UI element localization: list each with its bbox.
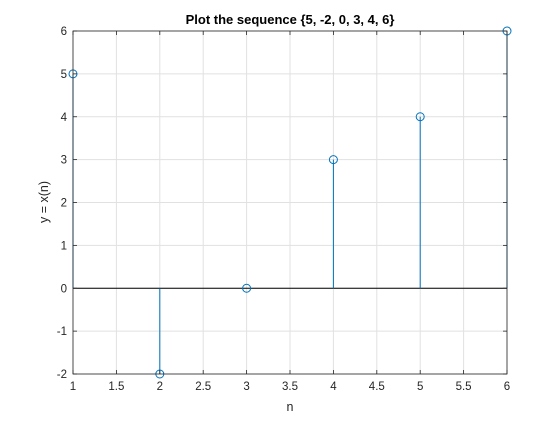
chart-title: Plot the sequence {5, -2, 0, 3, 4, 6} <box>186 12 395 27</box>
y-tick-label-4: 2 <box>61 198 67 210</box>
y-axis-ticks: -2 -1 0 1 2 3 4 5 6 <box>57 26 507 381</box>
y-tick-label-0: -2 <box>57 369 67 381</box>
y-tick-label-5: 3 <box>61 155 67 167</box>
stem-marker-0-4 <box>415 112 425 122</box>
x-tick-label-2: 2 <box>157 381 163 393</box>
y-tick-label-2: 0 <box>61 283 67 295</box>
y-axis-label: y = x(n) <box>37 181 51 223</box>
stem-marker-0-2 <box>242 283 252 293</box>
y-tick-label-8: 6 <box>61 26 67 38</box>
x-tick-label-7: 4.5 <box>369 381 385 393</box>
x-tick-label-3: 2.5 <box>195 381 211 393</box>
x-tick-label-8: 5 <box>417 381 423 393</box>
x-tick-label-6: 4 <box>330 381 337 393</box>
x-axis-ticks: 1 1.5 2 2.5 3 3.5 4 4.5 5 5.5 6 <box>70 31 510 393</box>
x-tick-label-4: 3 <box>243 381 249 393</box>
stem-marker-0-3 <box>328 155 338 165</box>
x-tick-label-1: 1.5 <box>108 381 124 393</box>
x-tick-label-5: 3.5 <box>282 381 298 393</box>
x-axis-label: n <box>287 400 294 414</box>
x-tick-label-9: 5.5 <box>456 381 472 393</box>
y-tick-label-6: 4 <box>61 112 68 124</box>
y-tick-label-3: 1 <box>61 240 67 252</box>
x-tick-label-0: 1 <box>70 381 76 393</box>
x-tick-label-10: 6 <box>504 381 510 393</box>
y-tick-label-7: 5 <box>61 69 67 81</box>
y-tick-label-1: -1 <box>57 326 67 338</box>
